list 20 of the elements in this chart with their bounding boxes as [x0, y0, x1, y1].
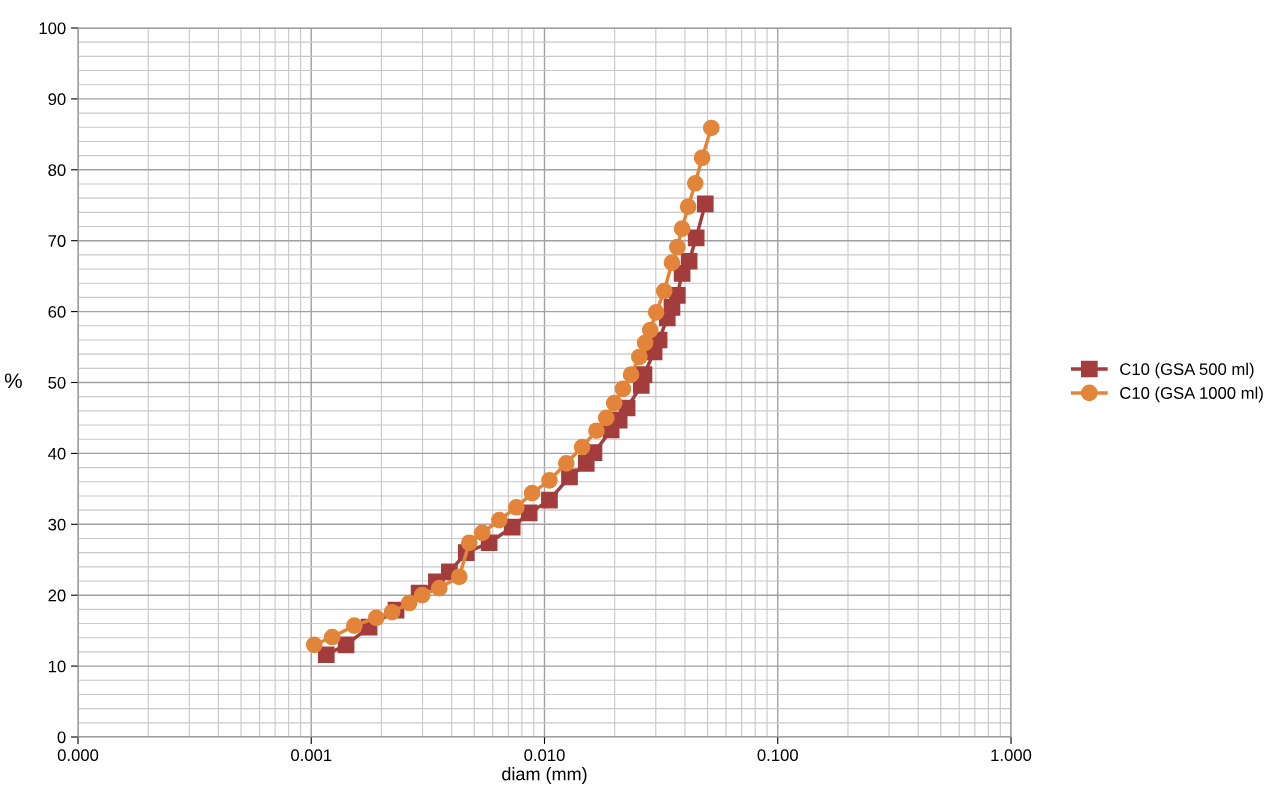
x-tick-label: 0.001	[291, 749, 332, 762]
y-tick-label: 50	[48, 376, 66, 389]
y-tick-label: 80	[48, 164, 66, 176]
x-tick-label: 0.010	[524, 749, 565, 762]
x-tick-label: 0.100	[757, 749, 798, 762]
x-tick-label: 1.000	[991, 749, 1032, 762]
y-tick-label: 0	[57, 731, 66, 744]
x-axis-title: diam (mm)	[502, 767, 587, 784]
legend-label: C10 (GSA 1000 ml)	[1120, 386, 1263, 403]
y-tick-label: 10	[48, 660, 66, 673]
y-tick-label: 40	[48, 447, 66, 460]
y-tick-label: 20	[48, 589, 66, 602]
y-tick-label: 70	[48, 235, 66, 247]
y-tick-label: 30	[48, 518, 66, 531]
y-tick-label: 60	[48, 306, 66, 318]
y-axis-title: %	[4, 373, 22, 389]
legend-label: C10 (GSA 500 ml)	[1120, 362, 1254, 379]
x-tick-label: 0.000	[57, 749, 99, 762]
y-tick-label: 90	[48, 93, 66, 106]
y-tick-label: 100	[39, 22, 66, 35]
